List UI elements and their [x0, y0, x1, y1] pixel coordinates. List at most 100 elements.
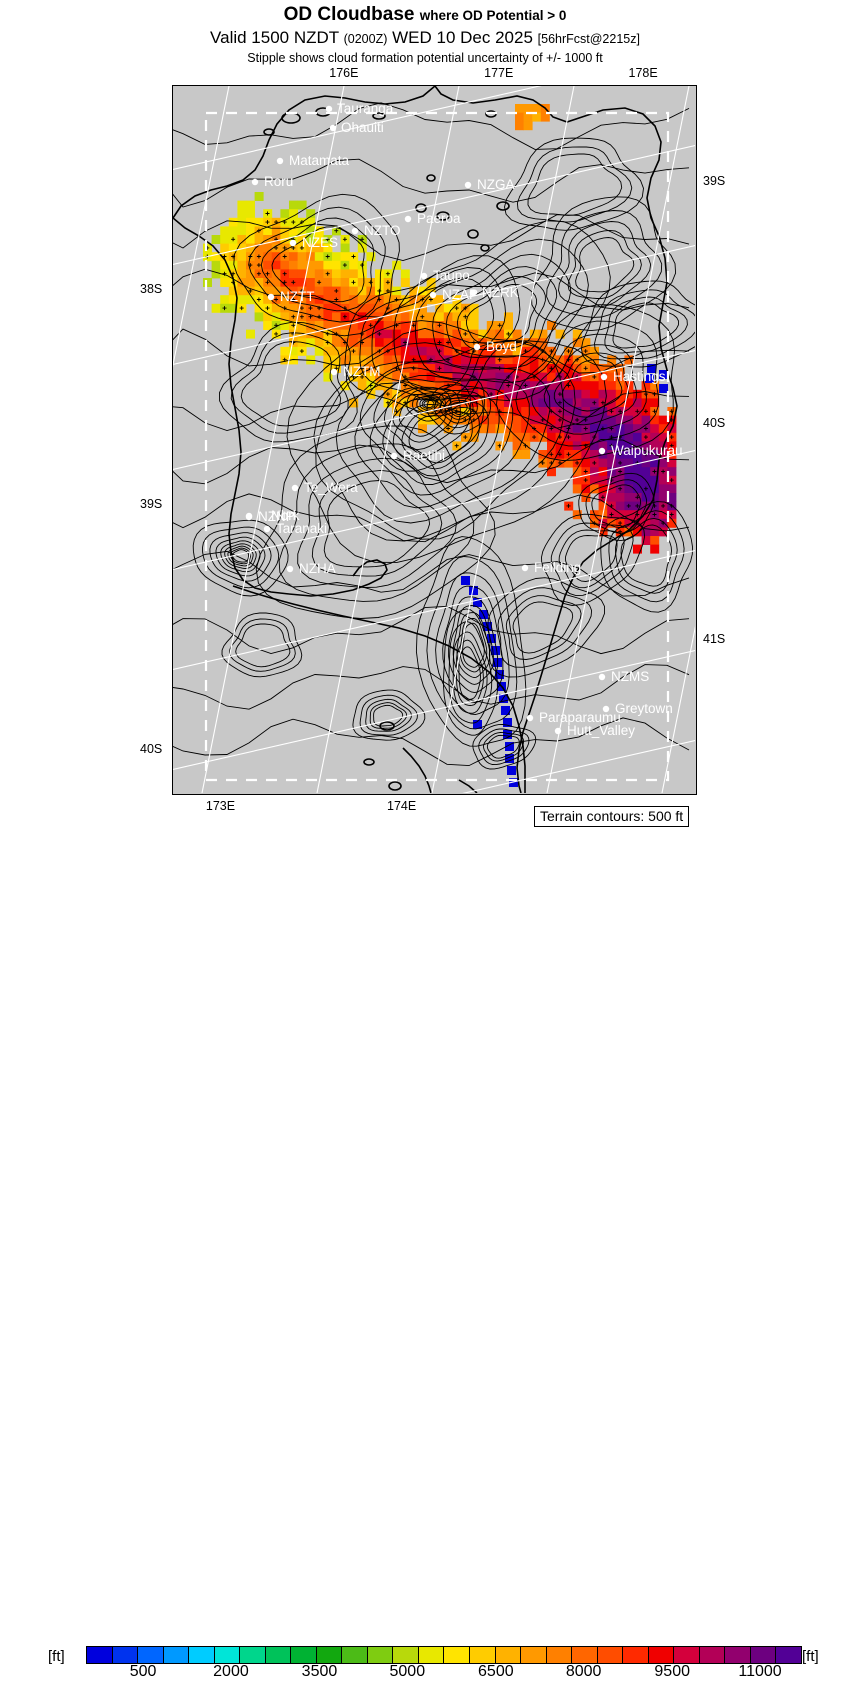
cloudbase-cell	[426, 278, 436, 287]
place-marker[interactable]: NZHA	[286, 561, 336, 576]
terrain-contour	[352, 689, 426, 741]
place-marker[interactable]: Hastings	[600, 369, 666, 384]
cloudbase-cell	[504, 389, 513, 399]
cloudbase-cell	[409, 398, 419, 408]
stipple-mark	[600, 495, 605, 500]
graticule-parallel	[173, 244, 695, 366]
place-marker[interactable]: Te_Wera	[291, 480, 358, 495]
cloudbase-cell	[297, 329, 307, 339]
cloudbase-cell	[658, 484, 668, 494]
colorbar: [ft] [ft] 500 2000 3500 5000 6500 8000 9500 110…	[0, 820, 850, 1680]
stipple-mark	[446, 340, 451, 345]
terrain-contour-note: Terrain contours: 500 ft	[534, 806, 690, 827]
place-marker[interactable]: Tauranga	[325, 101, 394, 116]
place-label: Matamata	[289, 153, 350, 168]
terrain-contour	[478, 728, 530, 766]
cloudbase-cell	[409, 295, 419, 305]
stipple-mark	[575, 460, 580, 465]
cloudbase-cell	[633, 424, 642, 434]
place-marker[interactable]: NZES	[289, 235, 338, 250]
cloudbase-cell	[495, 329, 505, 339]
place-label: NZHA	[299, 561, 336, 576]
title-block: OD Cloudbase where OD Potential > 0 Vali…	[0, 0, 850, 66]
cloudbase-cell	[486, 329, 496, 339]
cloudbase-cell	[538, 329, 548, 339]
place-marker[interactable]: Feilding	[521, 560, 581, 575]
cloudbase-cell	[512, 424, 522, 434]
terrain-contour	[173, 717, 690, 767]
terrain-contour	[546, 210, 663, 318]
cloudbase-cell	[564, 458, 574, 468]
stipple-mark	[265, 220, 270, 225]
place-marker[interactable]: Waipukurau	[598, 443, 683, 458]
place-marker[interactable]: Hutt_Valley	[554, 723, 635, 738]
place-marker[interactable]: Nbrk	[245, 508, 300, 523]
place-marker[interactable]: NZTO	[351, 223, 401, 238]
stipple-mark	[256, 228, 261, 233]
colorbar-swatch	[138, 1647, 164, 1663]
cloudbase-cell	[590, 484, 599, 494]
place-marker[interactable]: Taupo	[420, 268, 470, 283]
cloudbase-cell	[246, 200, 255, 210]
terrain-contour	[421, 398, 437, 410]
stipple-mark	[635, 495, 640, 500]
cloudbase-cell	[572, 424, 582, 434]
terrain-contour	[271, 226, 365, 303]
cloudbase-cell	[478, 389, 488, 399]
cloudbase-cell	[512, 381, 522, 391]
place-marker[interactable]: NZTT	[267, 289, 315, 304]
map-canvas[interactable]: Tauranga Ohauiti Matamata Roru NZGA Paeroa NZT…	[172, 85, 697, 795]
stipple-mark	[351, 280, 356, 285]
cloudbase-cell	[323, 286, 333, 296]
place-marker[interactable]: Taranaki	[263, 521, 327, 536]
cloudbase-cell	[443, 303, 453, 313]
place-marker[interactable]: NZAP	[429, 287, 478, 302]
stipple-mark	[360, 331, 365, 336]
stipple-mark	[669, 409, 674, 414]
place-marker[interactable]: Roru	[251, 174, 293, 189]
place-marker[interactable]: NZTM	[330, 364, 381, 379]
stipple-mark	[557, 435, 562, 440]
place-marker[interactable]: NZRK	[469, 285, 519, 300]
stipple-mark	[669, 417, 674, 422]
stipple-mark	[291, 280, 296, 285]
cloudbase-cell	[521, 407, 531, 416]
axis-label-longitude: 178E	[628, 66, 658, 80]
cloudbase-cell	[469, 312, 479, 322]
place-marker[interactable]: Ohauiti	[329, 120, 384, 135]
place-marker[interactable]: Boyd	[473, 339, 517, 354]
place-marker[interactable]: Raetihi	[390, 448, 445, 463]
cloudbase-cell	[641, 467, 651, 477]
terrain-contour	[215, 536, 266, 577]
cloudbase-cell	[478, 381, 488, 391]
place-marker[interactable]: NZMS	[598, 669, 649, 684]
stipple-mark	[454, 443, 459, 448]
cloudbase-cell	[452, 355, 462, 365]
stipple-mark	[471, 409, 476, 414]
place-marker[interactable]: Paraparaumu	[526, 710, 621, 725]
cloudbase-cell	[572, 484, 582, 494]
stipple-mark	[274, 297, 279, 302]
cloudbase-cell	[228, 217, 238, 227]
place-marker[interactable]: Paeroa	[404, 211, 461, 226]
place-marker[interactable]: Greytown	[602, 701, 673, 716]
stipple-mark	[222, 271, 227, 276]
terrain-contour	[419, 397, 439, 412]
place-marker[interactable]: NZGA	[464, 177, 515, 192]
cloudbase-cell	[650, 424, 660, 434]
terrain-contour	[311, 469, 443, 577]
place-marker[interactable]: Matamata	[276, 153, 350, 168]
colorbar-swatch	[597, 1647, 624, 1663]
stipple-mark	[351, 349, 356, 354]
stipple-mark	[549, 349, 554, 354]
place-dot	[404, 215, 412, 223]
colorbar-swatch	[674, 1647, 700, 1663]
colorbar-tick: 8000	[565, 1663, 602, 1680]
stipple-mark	[403, 374, 408, 379]
stipple-mark	[377, 331, 382, 336]
cloudbase-cell	[650, 398, 660, 408]
cloudbase-cell	[435, 381, 445, 391]
cloudbase-cell	[271, 312, 281, 322]
cloudbase-cell	[203, 278, 212, 287]
cloudbase-cell	[615, 389, 625, 399]
